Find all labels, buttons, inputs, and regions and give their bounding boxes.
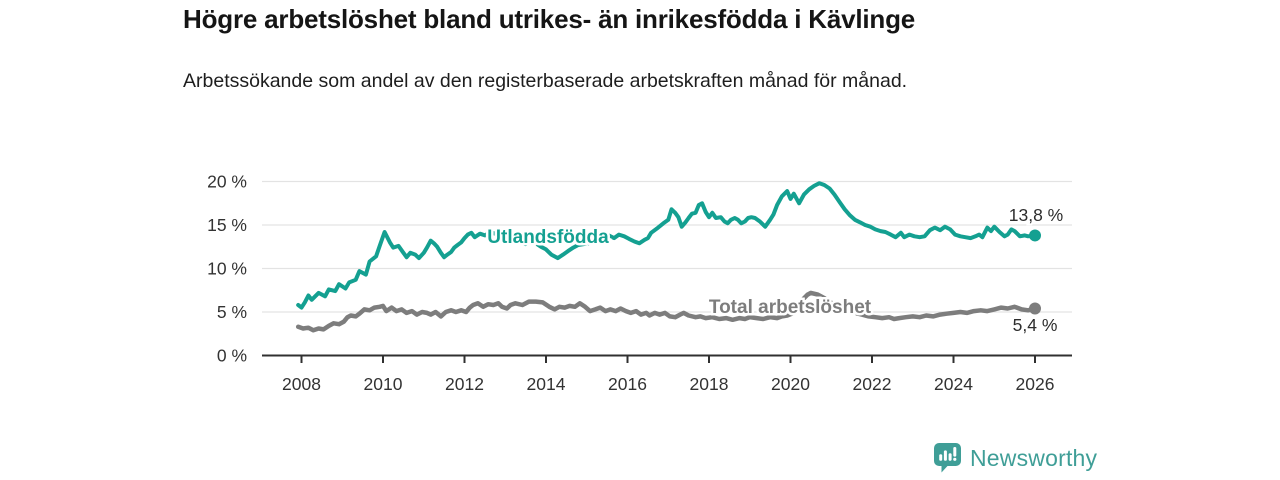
series-label-utlandsfodda: Utlandsfödda (487, 227, 609, 248)
series-label-total: Total arbetslöshet (709, 297, 872, 318)
y-axis-label: 15 % (207, 215, 247, 235)
series-line-utlandsfodda (296, 181, 1037, 310)
page-subtitle: Arbetssökande som andel av den registerb… (183, 70, 908, 92)
end-value-label-total: 5,4 % (1013, 315, 1058, 335)
y-axis-label: 20 % (207, 172, 247, 192)
x-axis-label: 2026 (1016, 374, 1055, 394)
page-title: Högre arbetslöshet bland utrikes- än inr… (183, 4, 916, 34)
y-axis-label: 5 % (217, 302, 247, 322)
brand-wordmark: Newsworthy (970, 444, 1098, 471)
y-axis-label: 10 % (207, 259, 247, 279)
x-axis-label: 2008 (282, 374, 321, 394)
newsworthy-logo: Newsworthy (934, 443, 1097, 473)
x-axis-label: 2012 (445, 374, 484, 394)
series-end-dot-utlandsfodda (1029, 229, 1041, 242)
series-end-dot-total (1029, 302, 1041, 315)
x-axis-label: 2010 (364, 374, 403, 394)
y-axis-label: 0 % (217, 346, 247, 366)
x-axis-label: 2018 (690, 374, 729, 394)
end-value-label-utlandsfodda: 13,8 % (1009, 205, 1063, 225)
bar-chart-speech-bubble-icon (934, 443, 961, 473)
x-axis-label: 2024 (934, 374, 973, 394)
x-axis-label: 2020 (771, 374, 810, 394)
x-axis-label: 2014 (527, 374, 566, 394)
x-axis-label: 2016 (608, 374, 647, 394)
series-line-total (295, 290, 1038, 333)
x-axis-label: 2022 (853, 374, 892, 394)
